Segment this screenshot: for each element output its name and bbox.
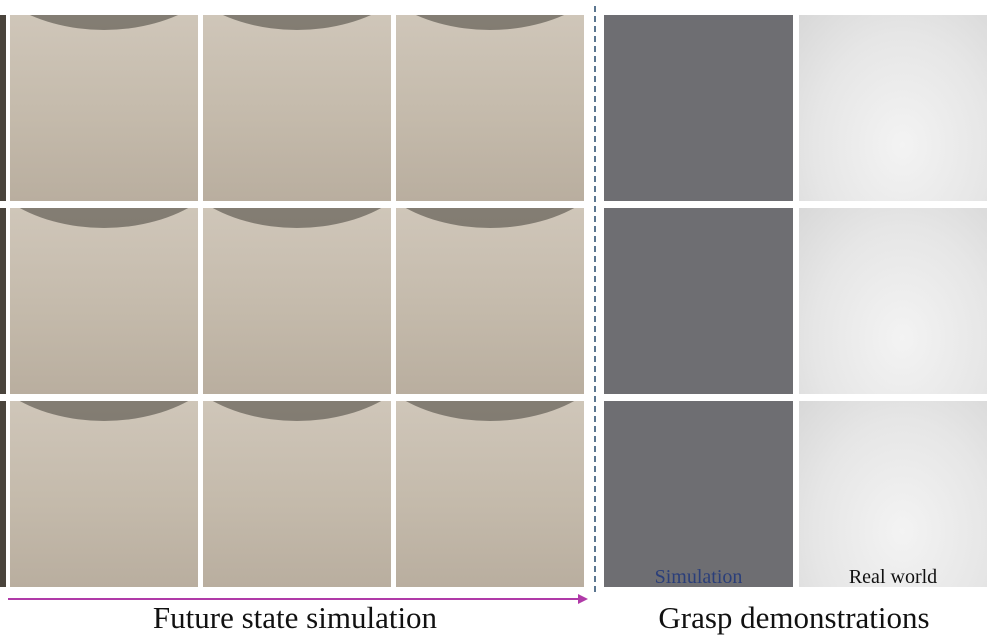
sim-frame-r3c3 [396, 401, 584, 587]
grasp-demonstrations-caption: Grasp demonstrations [658, 600, 930, 635]
section-divider [594, 6, 596, 592]
sim-frame-r2c2 [203, 208, 391, 394]
grasp-real-frame-1 [799, 15, 987, 201]
grasp-sim-frame-1 [604, 15, 793, 201]
grasp-sim-frame-2 [604, 208, 793, 394]
frame-edge [0, 401, 6, 587]
sim-frame-r1c2 [203, 15, 391, 201]
sim-frame-r3c2 [203, 401, 391, 587]
simulation-label: Simulation [654, 566, 743, 588]
timeline-arrow [8, 594, 588, 604]
frame-edge [0, 208, 6, 394]
grasp-real-frame-3 [799, 401, 987, 587]
real-world-label: Real world [848, 566, 938, 588]
sim-frame-r3c1 [10, 401, 198, 587]
sim-frame-r1c1 [10, 15, 198, 201]
frame-edge [0, 15, 6, 201]
sim-frame-r2c1 [10, 208, 198, 394]
sim-frame-r2c3 [396, 208, 584, 394]
future-state-caption: Future state simulation [152, 600, 438, 635]
grasp-real-frame-2 [799, 208, 987, 394]
grasp-sim-frame-3 [604, 401, 793, 587]
sim-frame-r1c3 [396, 15, 584, 201]
